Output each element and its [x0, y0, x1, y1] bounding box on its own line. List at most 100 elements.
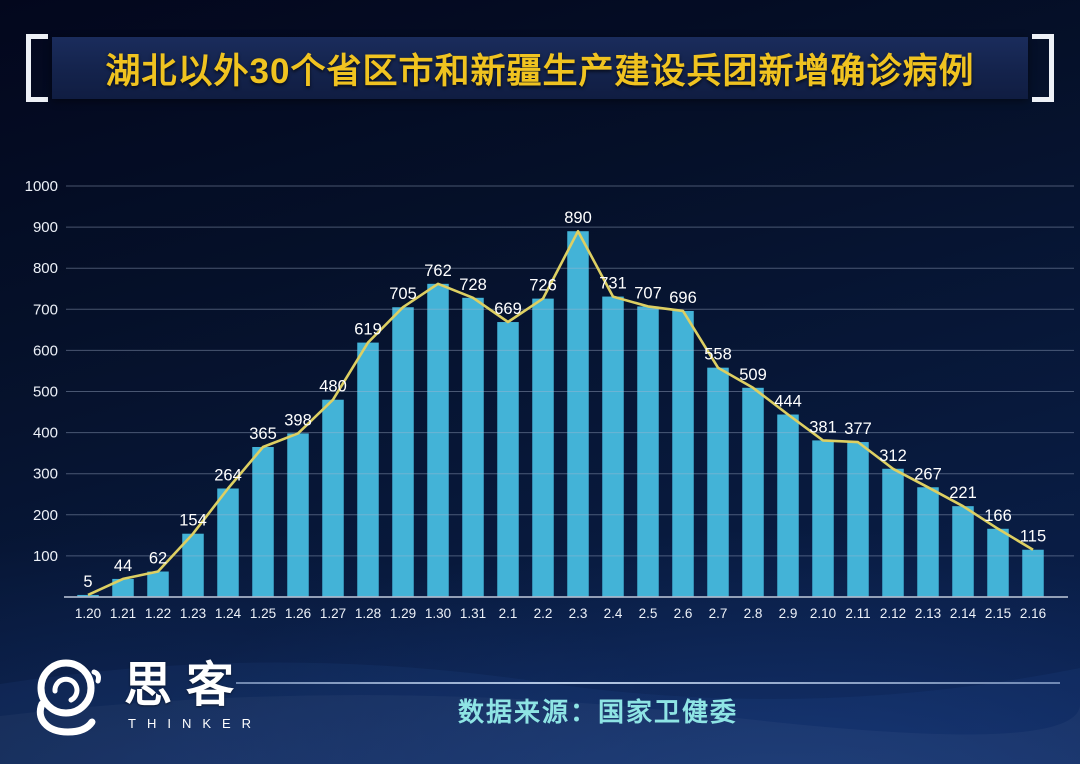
bar-1.30	[427, 283, 449, 597]
y-tick-label: 700	[33, 301, 58, 318]
x-tick-label: 2.11	[845, 606, 870, 621]
x-tick-label: 1.21	[110, 606, 136, 621]
bar-value-label: 62	[149, 550, 167, 568]
x-tick-label: 2.2	[534, 606, 553, 621]
bar-value-label: 44	[114, 557, 132, 575]
bar-2.8	[742, 387, 764, 597]
thinker-logo-text: 思客 THINKER	[124, 659, 263, 732]
bar-1.28	[357, 342, 379, 597]
bar-value-label: 705	[389, 285, 417, 303]
x-tick-label: 1.29	[390, 606, 416, 621]
x-tick-label: 2.1	[499, 606, 518, 621]
bar-2.1	[497, 322, 519, 597]
x-tick-label: 1.31	[460, 606, 486, 621]
bar-value-label: 728	[459, 276, 487, 294]
x-tick-label: 2.16	[1020, 606, 1046, 621]
x-tick-label: 1.28	[355, 606, 381, 621]
bar-2.3	[567, 231, 589, 597]
y-tick-label: 100	[33, 548, 58, 565]
bar-2.11	[847, 442, 869, 597]
x-tick-label: 2.6	[674, 606, 693, 621]
y-tick-label: 800	[33, 260, 58, 277]
x-tick-label: 2.4	[604, 606, 623, 621]
y-tick-label: 900	[33, 219, 58, 236]
bar-2.5	[637, 306, 659, 597]
bar-value-label: 267	[914, 465, 942, 483]
bar-2.10	[812, 440, 834, 597]
x-tick-label: 1.30	[425, 606, 451, 621]
bar-2.7	[707, 367, 729, 597]
cases-chart: 100 200 300 400 500 600 700 800 900 1000 5 1.20 44 1.…	[25, 178, 1074, 621]
chart-title-banner: 湖北以外30个省区市和新疆生产建设兵团新增确诊病例	[26, 34, 1054, 102]
y-tick-label: 400	[33, 425, 58, 442]
bar-value-label: 166	[984, 507, 1012, 525]
bar-value-label: 115	[1020, 528, 1046, 546]
x-tick-label: 2.12	[880, 606, 906, 621]
bar-value-label: 381	[809, 418, 837, 436]
bar-value-label: 154	[179, 512, 207, 530]
bar-2.13	[917, 487, 939, 597]
x-tick-label: 2.14	[950, 606, 977, 621]
bar-value-label: 5	[83, 573, 92, 591]
bar-value-label: 221	[949, 484, 977, 502]
thinker-logo: 思客 THINKER	[22, 652, 302, 748]
x-tick-label: 1.23	[180, 606, 206, 621]
bar-1.27	[322, 399, 344, 597]
bar-value-label: 619	[354, 321, 382, 339]
x-tick-label: 1.25	[250, 606, 276, 621]
bar-value-label: 444	[774, 393, 802, 411]
y-tick-label: 1000	[25, 178, 58, 195]
x-tick-label: 1.26	[285, 606, 311, 621]
title-bar: 湖北以外30个省区市和新疆生产建设兵团新增确诊病例	[52, 37, 1028, 99]
footer-divider-line	[236, 682, 1060, 684]
x-tick-label: 2.7	[709, 606, 728, 621]
bar-value-label: 264	[214, 466, 242, 484]
trend-line	[87, 229, 1034, 597]
bar-2.16	[1022, 549, 1044, 597]
bar-value-label: 558	[704, 346, 732, 364]
bar-value-label: 365	[249, 425, 277, 443]
bar-1.23	[182, 533, 204, 597]
bar-1.24	[217, 488, 239, 597]
bar-value-label: 398	[284, 411, 312, 429]
bar-value-label: 669	[494, 300, 522, 318]
bar-value-label: 890	[564, 209, 592, 227]
x-tick-label: 1.22	[145, 606, 171, 621]
left-bracket-decoration	[26, 34, 48, 102]
x-tick-label: 2.9	[779, 606, 798, 621]
x-tick-label: 1.24	[215, 606, 242, 621]
x-tick-label: 1.20	[75, 606, 101, 621]
y-tick-label: 200	[33, 507, 58, 524]
bar-value-label: 707	[634, 284, 662, 302]
bar-value-label: 696	[669, 289, 697, 307]
bar-2.2	[532, 298, 554, 597]
bar-1.26	[287, 433, 309, 597]
x-tick-label: 2.15	[985, 606, 1011, 621]
bar-1.20	[77, 594, 99, 597]
bar-2.4	[602, 296, 624, 597]
x-tick-label: 2.8	[744, 606, 763, 621]
x-tick-label: 2.10	[810, 606, 836, 621]
bar-2.12	[882, 468, 904, 597]
bar-1.29	[392, 307, 414, 597]
y-tick-label: 300	[33, 466, 58, 483]
bar-value-label: 762	[424, 262, 452, 280]
logo-chinese-name: 思客	[124, 659, 249, 712]
logo-english-name: THINKER	[128, 716, 263, 731]
bar-2.15	[987, 528, 1009, 597]
bar-value-label: 377	[844, 420, 872, 438]
x-tick-label: 2.3	[569, 606, 588, 621]
bar-1.25	[252, 446, 274, 597]
page-title: 湖北以外30个省区市和新疆生产建设兵团新增确诊病例	[105, 51, 975, 91]
thinker-swirl-icon	[36, 659, 101, 736]
y-tick-label: 600	[33, 342, 58, 359]
bar-2.6	[672, 310, 694, 597]
bar-value-label: 312	[879, 447, 907, 465]
x-tick-label: 2.5	[639, 606, 658, 621]
right-bracket-decoration	[1032, 34, 1054, 102]
bar-1.22	[147, 571, 169, 597]
bar-1.31	[462, 297, 484, 597]
bar-value-label: 726	[529, 277, 557, 295]
data-source-label: 数据来源：国家卫健委	[458, 697, 739, 727]
bar-2.14	[952, 506, 974, 597]
